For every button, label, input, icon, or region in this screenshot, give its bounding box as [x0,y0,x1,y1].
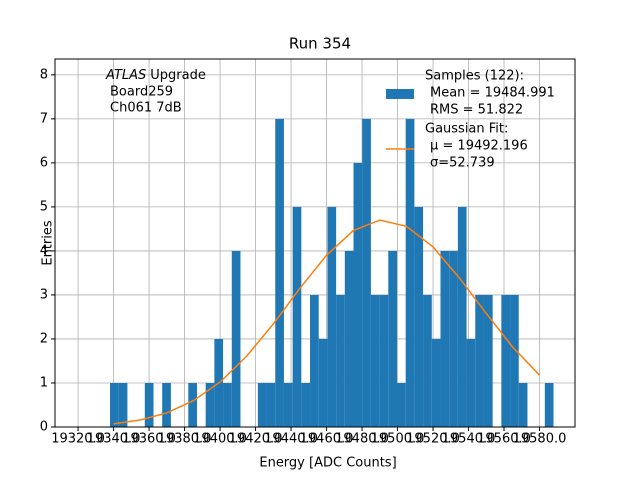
bar [423,294,432,427]
x-tick-label: 19540.0 [442,432,496,447]
bar [379,294,389,427]
y-tick-label: 6 [40,155,48,170]
x-tick-label: 19340.0 [87,432,141,447]
y-tick-label: 5 [40,199,48,214]
y-tick-label: 0 [40,420,48,435]
bar [353,162,363,427]
bar [266,382,276,427]
bar [110,382,119,427]
bar [466,338,476,427]
x-tick-label: 19580.0 [513,432,567,447]
bar [283,382,293,427]
x-tick-label: 19480.0 [335,432,389,447]
bar [405,118,415,427]
bar [275,118,284,427]
fit-line [113,219,541,425]
y-tick-label: 7 [40,111,48,126]
bar [231,250,241,427]
bar [162,382,171,427]
annotation-text: Upgrade [150,68,206,83]
y-axis-label: Entries [41,220,56,266]
legend-title: Gaussian Fit: [425,122,508,137]
bar [388,250,397,427]
y-tick-label: 3 [40,287,48,302]
y-tick-label: 4 [40,243,48,258]
y-tick-label: 1 [40,375,48,390]
y-tick-label: 2 [40,331,48,346]
x-tick-label: 19360.0 [122,432,176,447]
x-tick-label: 19420.0 [229,432,283,447]
bar [544,382,554,427]
bar [475,294,484,427]
x-tick-label: 19380.0 [158,432,212,447]
annotation: ATLAS Upgrade [105,68,206,83]
bar [518,382,528,427]
x-tick-label: 19440.0 [264,432,318,447]
bar [310,294,319,427]
bar [370,294,380,427]
legend-title: Samples (122): [425,69,524,84]
bar [362,118,371,427]
y-tick-label: 8 [40,67,48,82]
x-tick-label: 19320.0 [51,432,105,447]
x-axis-label: Energy [ADC Counts] [259,456,396,471]
annotation-line: Ch061 7dB [110,101,182,116]
bar [257,382,267,427]
bar [301,382,311,427]
bar [205,382,215,427]
bar [344,250,354,427]
bar [118,382,128,427]
bar [336,294,345,427]
legend-text: μ = 19492.196 [430,139,528,154]
bar [501,294,511,427]
x-tick-label: 19500.0 [371,432,425,447]
x-tick-label: 19520.0 [406,432,460,447]
annotation-emphasis: ATLAS [105,68,146,83]
bar [188,382,197,427]
bar [292,206,302,427]
x-tick-label: 19460.0 [300,432,354,447]
legend-patch [386,89,414,99]
bar [457,206,467,427]
legend-text: σ=52.739 [430,156,495,171]
bar [144,382,154,427]
annotation-line: Board259 [110,85,173,100]
bar [510,294,519,427]
bar [449,250,458,427]
bar [396,382,406,427]
plot-frame [54,58,576,428]
bar [483,294,493,427]
bar [431,338,441,427]
x-tick-label: 19400.0 [193,432,247,447]
x-tick-label: 19560.0 [477,432,531,447]
chart-title: Run 354 [289,35,351,53]
legend-text: RMS = 51.822 [430,103,523,118]
bar [318,338,328,427]
bar [223,382,232,427]
bar [440,250,450,427]
legend-text: Mean = 19484.991 [430,86,555,101]
bar [327,206,337,427]
bar [414,206,424,427]
